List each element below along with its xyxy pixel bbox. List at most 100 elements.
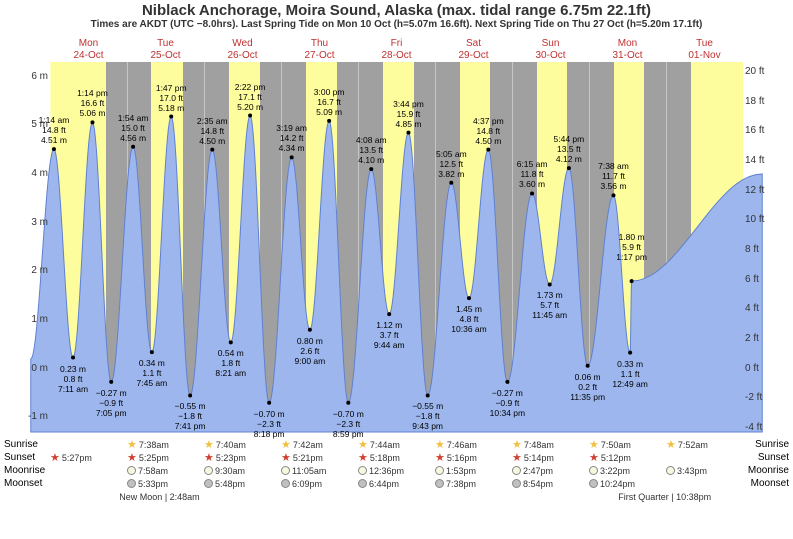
sunrise-icon: ★ bbox=[281, 438, 291, 451]
footer-row-sunset: Sunset★5:27pm★5:25pm★5:23pm★5:21pm★5:18p… bbox=[0, 451, 793, 464]
tide-annotation: 1:14 pm16.6 ft5.06 m bbox=[77, 88, 108, 118]
footer-cell: ★7:46am bbox=[435, 438, 512, 451]
moonset-icon bbox=[358, 479, 367, 488]
footer-cell bbox=[50, 438, 127, 451]
date-cell: Mon24-Oct bbox=[50, 38, 127, 62]
moonset-icon bbox=[435, 479, 444, 488]
date-cell: Fri28-Oct bbox=[358, 38, 435, 62]
tide-annotation: −0.70 m−2.3 ft8:18 pm bbox=[254, 409, 285, 439]
sunset-icon: ★ bbox=[589, 451, 599, 464]
tide-annotation: 5:44 pm13.5 ft4.12 m bbox=[554, 134, 585, 164]
tide-annotation: 5:05 am12.5 ft3.82 m bbox=[436, 149, 467, 179]
y-tick-left: 2 m bbox=[0, 265, 48, 276]
y-tick-right: 0 ft bbox=[745, 363, 793, 374]
date-cell: Thu27-Oct bbox=[281, 38, 358, 62]
y-tick-right: 16 ft bbox=[745, 125, 793, 136]
footer-cell: ★5:12pm bbox=[589, 451, 666, 464]
tide-annotation: −0.70 m−2.3 ft8:59 pm bbox=[333, 409, 364, 439]
chart-subtitle: Times are AKDT (UTC −8.0hrs). Last Sprin… bbox=[0, 19, 793, 32]
date-cell: Sun30-Oct bbox=[512, 38, 589, 62]
tide-annotation: 1.73 m5.7 ft11:45 am bbox=[532, 290, 567, 320]
tide-annotation: 6:15 am11.8 ft3.60 m bbox=[517, 159, 548, 189]
moonset-icon bbox=[127, 479, 136, 488]
tide-annotation: 7:38 am11.7 ft3.56 m bbox=[598, 161, 629, 191]
footer-cell: ★7:42am bbox=[281, 438, 358, 451]
tide-annotation: 3:19 am14.2 ft4.34 m bbox=[276, 123, 307, 153]
y-tick-left: 6 m bbox=[0, 71, 48, 82]
sunrise-icon: ★ bbox=[666, 438, 676, 451]
footer-cell: ★5:18pm bbox=[358, 451, 435, 464]
date-cell: Tue01-Nov bbox=[666, 38, 743, 62]
sunrise-icon: ★ bbox=[435, 438, 445, 451]
footer-cell: ★7:52am bbox=[666, 438, 743, 451]
date-cell: Tue25-Oct bbox=[127, 38, 204, 62]
date-cell: Sat29-Oct bbox=[435, 38, 512, 62]
moonset-icon bbox=[512, 479, 521, 488]
tide-annotation: 0.06 m0.2 ft11:35 pm bbox=[570, 372, 605, 402]
tide-annotation: 2:35 am14.8 ft4.50 m bbox=[197, 116, 228, 146]
date-cell: Wed26-Oct bbox=[204, 38, 281, 62]
footer-cell bbox=[50, 479, 127, 489]
tide-annotation: 1.12 m3.7 ft9:44 am bbox=[374, 320, 405, 350]
footer-cell: 7:58am bbox=[127, 466, 204, 476]
footer-cell: ★7:48am bbox=[512, 438, 589, 451]
footer-cell: 5:33pm bbox=[127, 479, 204, 489]
footer-cell: 3:43pm bbox=[666, 466, 743, 476]
y-tick-left: -1 m bbox=[0, 411, 48, 422]
y-tick-right: 10 ft bbox=[745, 214, 793, 225]
tide-chart: Niblack Anchorage, Moira Sound, Alaska (… bbox=[0, 0, 793, 539]
moonrise-icon bbox=[127, 466, 136, 475]
tide-annotation: −0.27 m−0.9 ft10:34 pm bbox=[490, 388, 525, 418]
footer-cell: 2:47pm bbox=[512, 466, 589, 476]
sunrise-icon: ★ bbox=[358, 438, 368, 451]
footer-cell: ★7:50am bbox=[589, 438, 666, 451]
moonrise-icon bbox=[666, 466, 675, 475]
moonset-icon bbox=[204, 479, 213, 488]
footer-row-moonset: Moonset5:33pm5:48pm6:09pm6:44pm7:38pm8:5… bbox=[0, 477, 793, 490]
y-tick-left: 3 m bbox=[0, 217, 48, 228]
footer-cell: ★7:44am bbox=[358, 438, 435, 451]
footer-cell: ★5:27pm bbox=[50, 451, 127, 464]
sunset-icon: ★ bbox=[281, 451, 291, 464]
footer-cell: ★5:14pm bbox=[512, 451, 589, 464]
tide-annotation: 0.80 m2.6 ft9:00 am bbox=[295, 336, 326, 366]
tide-annotation: 2:22 pm17.1 ft5.20 m bbox=[235, 82, 266, 112]
footer-cell bbox=[666, 479, 743, 489]
sunrise-icon: ★ bbox=[204, 438, 214, 451]
sunset-icon: ★ bbox=[204, 451, 214, 464]
footer-cell: 5:48pm bbox=[204, 479, 281, 489]
moon-phase-label: New Moon | 2:48am bbox=[119, 492, 199, 502]
date-cell: Mon31-Oct bbox=[589, 38, 666, 62]
sunset-icon: ★ bbox=[512, 451, 522, 464]
tide-annotation: 1:54 am15.0 ft4.56 m bbox=[118, 113, 149, 143]
date-header: Mon24-OctTue25-OctWed26-OctThu27-OctFri2… bbox=[0, 38, 793, 62]
footer-cell: 6:09pm bbox=[281, 479, 358, 489]
footer-cell: 7:38pm bbox=[435, 479, 512, 489]
moonrise-icon bbox=[512, 466, 521, 475]
y-tick-right: 8 ft bbox=[745, 244, 793, 255]
footer-cell: ★5:25pm bbox=[127, 451, 204, 464]
sunset-icon: ★ bbox=[50, 451, 60, 464]
footer-cell: ★5:23pm bbox=[204, 451, 281, 464]
sunset-icon: ★ bbox=[435, 451, 445, 464]
moonrise-icon bbox=[204, 466, 213, 475]
y-tick-right: 4 ft bbox=[745, 303, 793, 314]
moonrise-icon bbox=[589, 466, 598, 475]
y-tick-left: 1 m bbox=[0, 314, 48, 325]
moonrise-icon bbox=[358, 466, 367, 475]
moonset-icon bbox=[589, 479, 598, 488]
y-tick-right: 14 ft bbox=[745, 155, 793, 166]
y-tick-right: -2 ft bbox=[745, 392, 793, 403]
y-tick-right: 2 ft bbox=[745, 333, 793, 344]
footer-cell: ★5:16pm bbox=[435, 451, 512, 464]
footer-cell: ★7:40am bbox=[204, 438, 281, 451]
tide-annotation: 0.34 m1.1 ft7:45 am bbox=[137, 358, 168, 388]
sunrise-icon: ★ bbox=[127, 438, 137, 451]
tide-annotation: 1.45 m4.8 ft10:36 am bbox=[451, 304, 486, 334]
moonrise-icon bbox=[435, 466, 444, 475]
footer-row-sunrise: Sunrise★7:38am★7:40am★7:42am★7:44am★7:46… bbox=[0, 438, 793, 451]
tide-annotation: −0.55 m−1.8 ft9:43 pm bbox=[412, 401, 443, 431]
tide-annotation: 1.80 m5.9 ft1:17 pm bbox=[616, 232, 647, 262]
y-tick-right: 12 ft bbox=[745, 185, 793, 196]
footer-cell: 10:24pm bbox=[589, 479, 666, 489]
